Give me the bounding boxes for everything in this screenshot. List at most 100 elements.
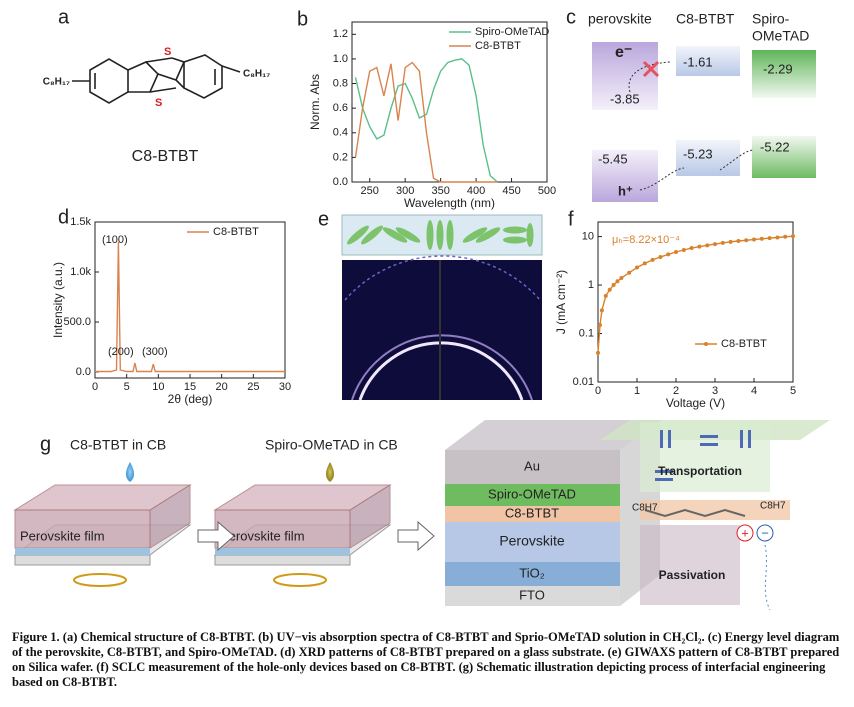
panel-label: c <box>566 6 576 28</box>
level-box <box>592 42 658 110</box>
data-point <box>627 270 632 275</box>
data-point <box>635 265 639 270</box>
panel-label: f <box>568 208 574 230</box>
device-stack <box>445 420 830 606</box>
y-tick-label: 0.0 <box>333 176 348 188</box>
y-axis-label: Intensity (a.u.) <box>51 262 65 338</box>
column-header: C8-BTBT <box>676 11 735 27</box>
x-tick-label: 15 <box>184 381 196 393</box>
y-axis-label: Norm. Abs <box>308 74 322 130</box>
substrate-stack <box>213 484 392 566</box>
x-tick-label: 0 <box>92 381 98 393</box>
series-line <box>597 235 794 353</box>
film-label: Perovskite film <box>220 528 305 543</box>
data-point <box>759 236 764 241</box>
process-arrow <box>197 520 235 552</box>
layer-label: C8-BTBT <box>505 505 559 520</box>
x-tick-label: 10 <box>152 381 164 393</box>
charge-plus <box>736 524 754 542</box>
x-tick-label: 4 <box>751 385 757 397</box>
atom-s: S <box>164 46 171 58</box>
data-point <box>658 254 663 259</box>
x-tick-label: 350 <box>431 185 449 197</box>
layer-label: Perovskite <box>499 533 565 549</box>
film-label: Perovskite film <box>20 528 105 543</box>
y-tick-label: 0.01 <box>573 376 594 388</box>
data-point <box>607 287 612 292</box>
x-tick-label: 30 <box>279 381 291 393</box>
charge-minus <box>756 524 774 542</box>
data-point <box>650 257 655 262</box>
series-line <box>354 58 498 183</box>
molecule-packing <box>655 430 751 481</box>
spin-arrow <box>273 573 327 587</box>
molecule <box>72 54 241 104</box>
data-point <box>744 238 749 243</box>
chain-label: C8H7 <box>760 501 786 512</box>
data-point <box>597 322 602 327</box>
molecule-chain <box>644 508 746 518</box>
x-tick-label: 250 <box>361 185 379 197</box>
x-tick-label: 3 <box>712 385 718 397</box>
legend-marker <box>704 342 708 346</box>
packing-molecules <box>347 220 534 250</box>
data-point <box>705 243 710 248</box>
process-label: Transportation <box>658 464 742 478</box>
molecule-name: C8-BTBT <box>132 148 199 165</box>
data-point <box>767 236 772 241</box>
legend-label: C8-BTBT <box>475 40 521 52</box>
data-point <box>674 250 678 255</box>
charge-label: − <box>761 525 769 540</box>
level-value: -5.45 <box>598 151 628 166</box>
data-point <box>697 244 702 249</box>
arrow <box>764 544 771 611</box>
atom-s: S <box>155 97 162 109</box>
panel-label: g <box>40 433 51 455</box>
arrow <box>628 61 671 93</box>
level-value: -3.85 <box>610 91 640 106</box>
level-box <box>676 140 740 176</box>
x-axis-label: Wavelength (nm) <box>404 196 495 210</box>
layer-label: Spiro-OMeTAD <box>488 486 576 501</box>
series-line <box>354 61 498 183</box>
data-point <box>611 283 616 288</box>
x-tick-label: 450 <box>502 185 520 197</box>
substituent: C₈H₁₇ <box>43 77 70 88</box>
data-point <box>619 275 624 280</box>
level-value: -5.23 <box>683 146 713 161</box>
data-point <box>752 237 756 242</box>
y-tick-label: 500.0 <box>63 316 91 328</box>
level-box <box>752 50 816 98</box>
x-tick-label: 25 <box>247 381 259 393</box>
level-box <box>592 150 658 202</box>
caption: Figure 1. (a) Chemical structure of C8-B… <box>12 630 840 689</box>
column-header: perovskite <box>588 11 652 27</box>
step-label: Spiro-OMeTAD in CB <box>265 437 398 453</box>
data-point <box>713 242 717 247</box>
plot-frame <box>597 221 794 383</box>
series-line <box>95 241 285 373</box>
x-tick-label: 5 <box>790 385 796 397</box>
block-cross <box>642 60 660 78</box>
y-tick-label: 1.2 <box>333 28 348 40</box>
y-tick-label: 1.0k <box>70 266 91 278</box>
level-value: -1.61 <box>683 54 713 69</box>
panel-label: b <box>297 8 308 30</box>
x-tick-label: 0 <box>595 385 601 397</box>
data-point <box>599 308 604 313</box>
layer-label: TiO₂ <box>519 565 545 580</box>
charge-label: + <box>741 525 749 540</box>
x-tick-label: 400 <box>467 185 485 197</box>
data-point <box>603 293 608 298</box>
electron: e⁻ <box>615 44 632 61</box>
y-tick-label: 1 <box>588 279 594 291</box>
y-tick-label: 0.6 <box>333 102 348 114</box>
data-point <box>642 261 647 266</box>
arrow <box>639 167 685 191</box>
data-point <box>783 234 788 239</box>
annotation: (100) <box>102 234 128 246</box>
x-axis-label: Voltage (V) <box>666 396 725 410</box>
droplet <box>326 462 334 482</box>
x-tick-label: 20 <box>216 381 228 393</box>
x-tick-label: 500 <box>538 185 556 197</box>
